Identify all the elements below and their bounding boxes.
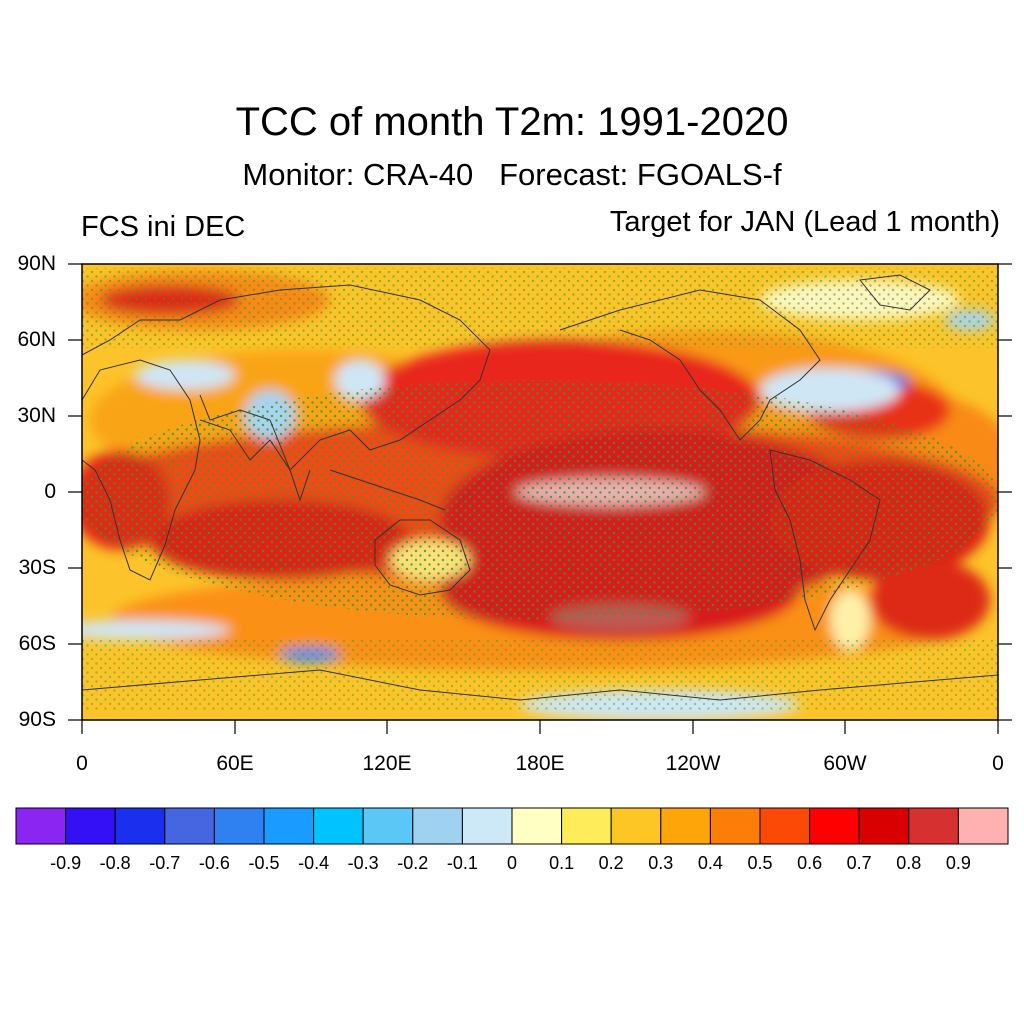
colorbar-swatch	[858, 807, 910, 845]
colorbar-label: 0.6	[797, 853, 823, 873]
colorbar-swatch	[114, 807, 166, 845]
chart-subtitle: Monitor: CRA-40 Forecast: FGOALS-f	[242, 157, 782, 192]
lat-label-30s: 30S	[18, 556, 56, 579]
colorbar-swatch	[213, 807, 265, 845]
significance-stipple	[82, 380, 998, 620]
colorbar-label: 0.1	[549, 853, 575, 873]
correlation-map	[68, 263, 1012, 734]
init-label: FCS ini DEC	[81, 211, 246, 243]
colorbar-swatch	[957, 807, 1009, 845]
colorbar-swatch	[908, 807, 959, 845]
chart-title: TCC of month T2m: 1991-2020	[235, 100, 789, 144]
coastlines	[82, 274, 998, 701]
colorbar-swatch	[809, 807, 860, 845]
lon-label-180e: 180E	[515, 752, 565, 775]
colorbar-label: 0.9	[945, 853, 971, 873]
colorbar-swatch	[759, 807, 811, 845]
colorbar-swatch	[65, 807, 116, 845]
colorbar-swatch	[412, 807, 463, 845]
map-field	[82, 264, 998, 720]
lat-label-90n: 90N	[17, 252, 56, 275]
colorbar-label: 0	[506, 853, 517, 873]
colorbar-label: -0.5	[248, 853, 280, 873]
colorbar-label: 0.3	[648, 853, 674, 873]
lon-label-120w: 120W	[665, 752, 721, 775]
colorbar-label: -0.4	[298, 853, 330, 873]
colorbar-swatch	[511, 807, 563, 845]
significance-stipple-north	[82, 268, 998, 348]
colorbar-label: 0.2	[598, 853, 624, 873]
colorbar-swatch	[561, 807, 612, 845]
colorbar-label: -0.7	[149, 853, 181, 873]
colorbar-label: -0.3	[347, 853, 379, 873]
colorbar-label: -0.2	[397, 853, 429, 873]
axis-ticks	[68, 263, 1012, 734]
lon-label-0-east: 0	[992, 752, 1004, 775]
colorbar-swatch	[313, 807, 364, 845]
colorbar-label: -0.6	[198, 853, 230, 873]
colorbar-label: 0.5	[747, 853, 773, 873]
colorbar-label: 0.8	[896, 853, 922, 873]
colorbar-label: -0.9	[50, 853, 82, 873]
lat-label-60s: 60S	[18, 632, 56, 655]
lat-label-0: 0	[44, 480, 56, 503]
colorbar-swatch	[709, 807, 761, 845]
lon-label-60w: 60W	[823, 752, 867, 775]
colorbar-swatch	[263, 807, 315, 845]
colorbar-swatch	[660, 807, 711, 845]
colorbar-swatch	[461, 807, 513, 845]
lon-label-60e: 60E	[216, 752, 254, 775]
colorbar-label: 0.7	[846, 853, 872, 873]
lon-label-0: 0	[76, 752, 88, 775]
colorbar-label: -0.8	[99, 853, 131, 873]
lon-label-120e: 120E	[362, 752, 412, 775]
lat-label-60n: 60N	[17, 328, 56, 351]
lat-label-90s: 90S	[18, 708, 56, 731]
colorbar-label: -0.1	[446, 853, 478, 873]
colorbar-label: 0.4	[697, 853, 723, 873]
target-label: Target for JAN (Lead 1 month)	[609, 206, 1000, 238]
lat-label-30n: 30N	[17, 404, 56, 427]
colorbar-swatch	[610, 807, 662, 845]
colorbar-swatch	[362, 807, 414, 845]
colorbar-swatch	[15, 807, 67, 845]
colorbar-swatch	[164, 807, 215, 845]
